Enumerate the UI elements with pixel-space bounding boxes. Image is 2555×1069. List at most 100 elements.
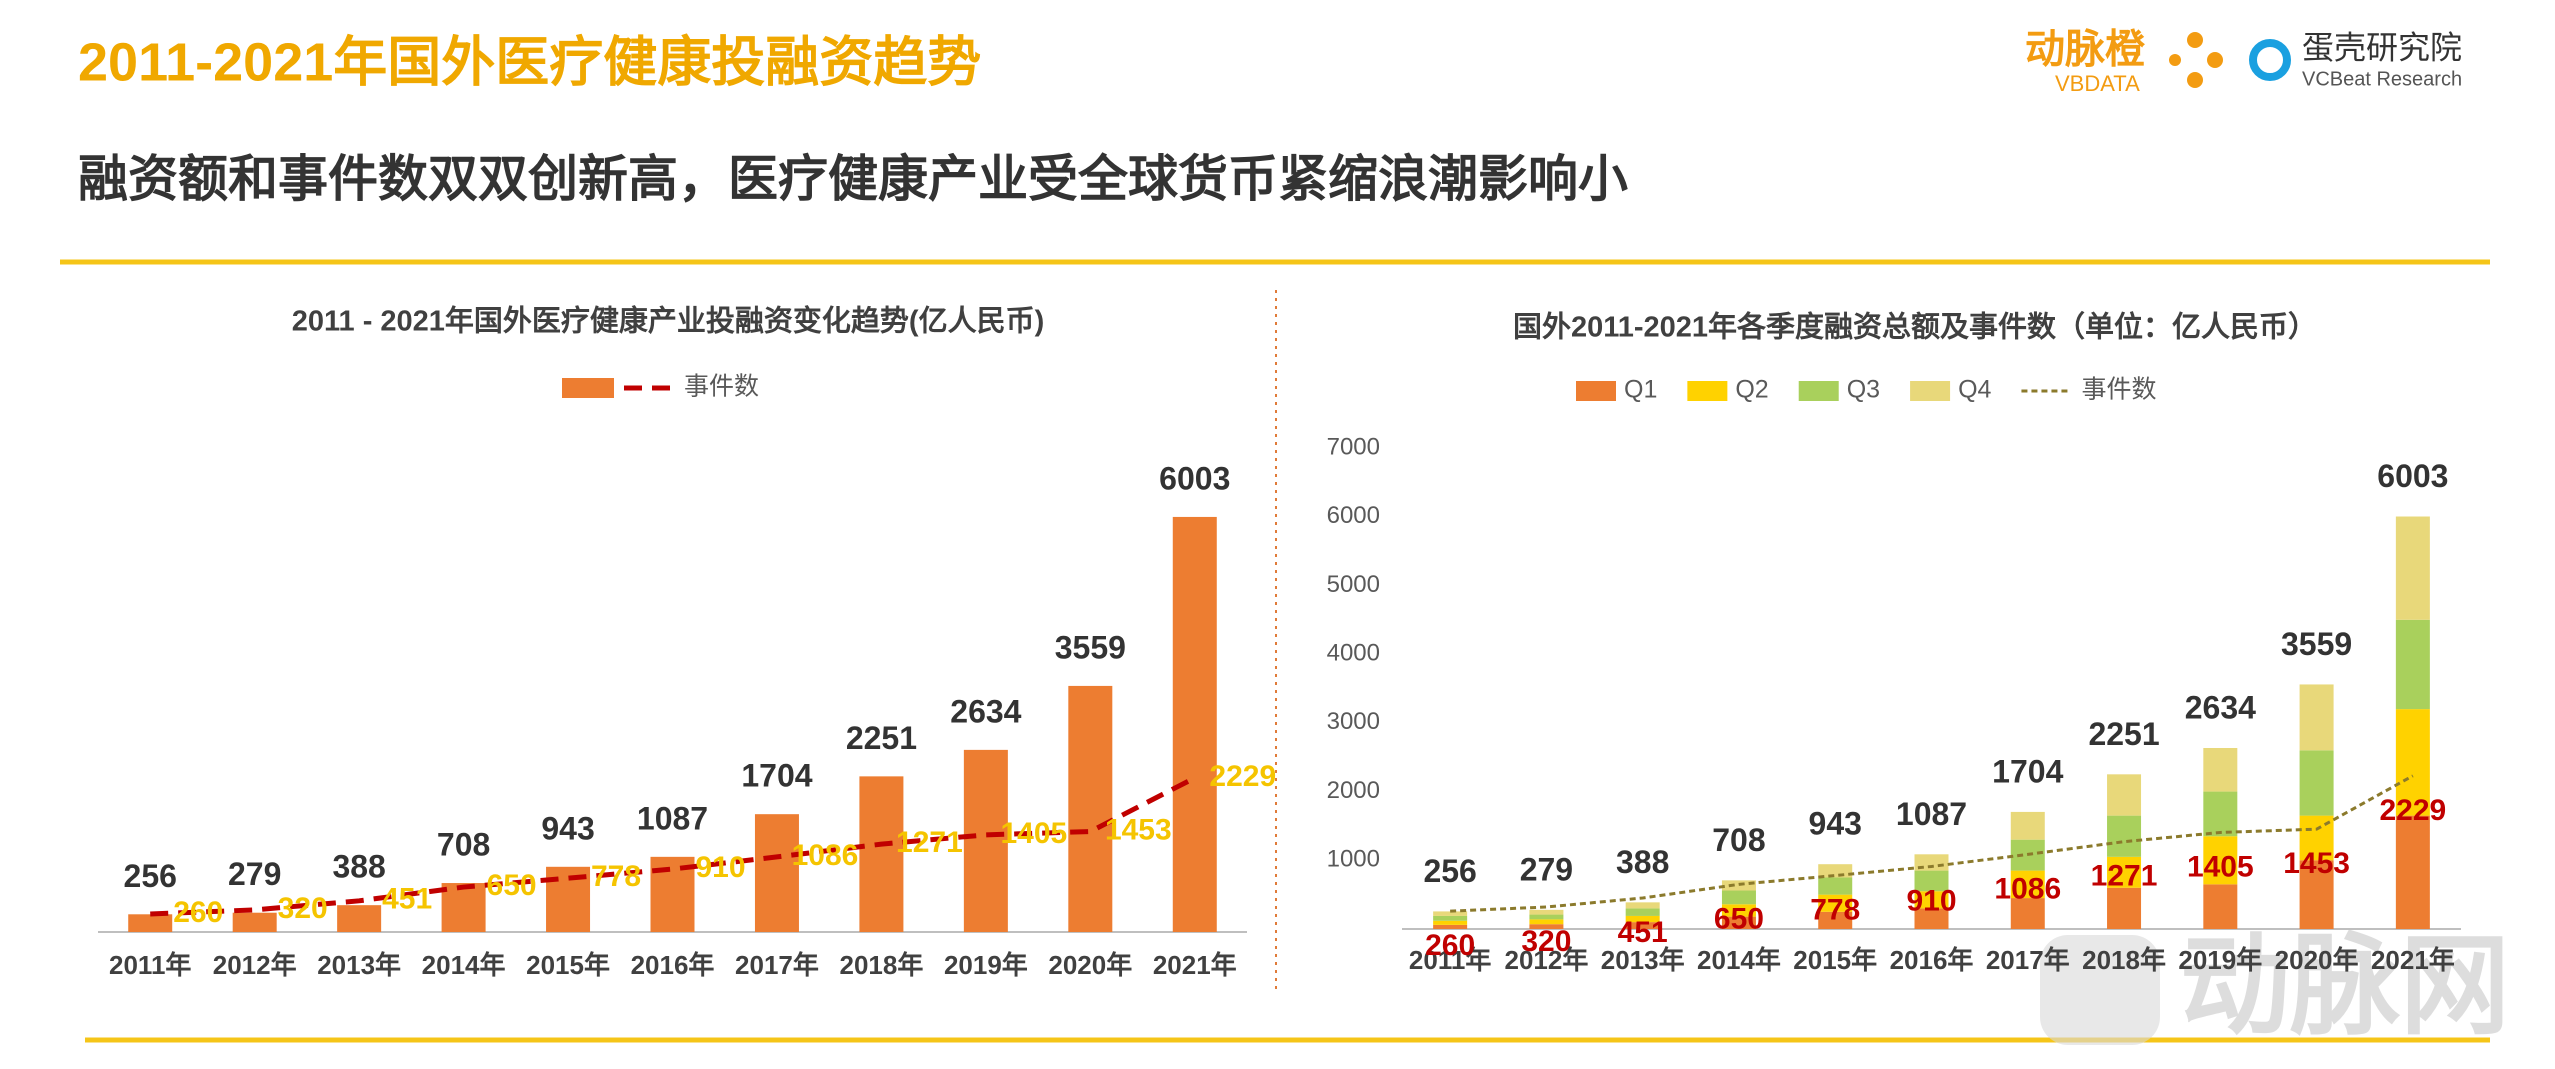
- line-label: 2229: [2379, 794, 2446, 827]
- bar-segment: [2203, 884, 2238, 929]
- bar-segment: [2299, 684, 2334, 751]
- legend-swatch: [1687, 381, 1728, 401]
- watermark: 动脉网: [2180, 925, 2510, 1048]
- bar-label: 1704: [741, 758, 812, 794]
- x-tick-label: 2018年: [839, 950, 923, 980]
- legend-label: Q1: [1624, 376, 1657, 404]
- logo-sub: VCBeat Research: [2302, 68, 2462, 90]
- page-title: 2011-2021年国外医疗健康投融资趋势: [78, 32, 981, 92]
- bar-segment: [1914, 870, 1949, 892]
- y-tick-label: 3000: [1327, 708, 1380, 735]
- x-tick-label: 2019年: [2178, 945, 2262, 975]
- legend-swatch: [1798, 381, 1839, 401]
- line-label: 650: [487, 869, 537, 902]
- bar-segment: [1433, 915, 1468, 921]
- bar: [337, 905, 382, 932]
- x-tick-label: 2019年: [944, 950, 1028, 980]
- bar-segment: [1529, 909, 1564, 915]
- total-label: 708: [1712, 822, 1765, 858]
- bar-segment: [2107, 815, 2142, 857]
- bar-segment: [1914, 891, 1949, 909]
- line-label: 1405: [1000, 817, 1067, 850]
- bar-segment: [1433, 911, 1468, 916]
- bar-label: 2251: [846, 720, 917, 756]
- line-label: 2229: [1209, 760, 1276, 793]
- bar-segment: [1818, 911, 1853, 929]
- bar-segment: [2010, 811, 2045, 840]
- total-label: 388: [1616, 844, 1669, 880]
- total-label: 1087: [1896, 796, 1967, 832]
- legend-label: Q4: [1958, 376, 1991, 404]
- y-tick-label: 5000: [1327, 571, 1380, 598]
- line-label: 320: [278, 892, 328, 925]
- x-tick-label: 2020年: [2275, 945, 2359, 975]
- legend-swatch: [1910, 381, 1951, 401]
- logo-icon: [2249, 39, 2291, 81]
- x-tick-label: 2015年: [526, 950, 610, 980]
- bar-label: 2634: [950, 693, 1021, 729]
- bar-segment: [2395, 619, 2430, 710]
- bar-label: 279: [228, 856, 281, 892]
- bar-label: 256: [124, 858, 177, 894]
- bar-segment: [1721, 890, 1756, 905]
- line-label: 778: [591, 860, 641, 893]
- bar-segment: [1625, 922, 1660, 929]
- line-label: 1086: [1994, 872, 2061, 905]
- legend-label: Q2: [1735, 376, 1768, 404]
- total-label: 256: [1423, 853, 1476, 889]
- bar-segment: [1721, 904, 1756, 917]
- bar-segment: [2010, 898, 2045, 929]
- bar-segment: [2010, 870, 2045, 899]
- event-line: [150, 775, 1196, 917]
- total-label: 3559: [2281, 626, 2352, 662]
- bar-label: 943: [541, 810, 594, 846]
- total-label: 943: [1809, 806, 1862, 842]
- chart-title: 2011 - 2021年国外医疗健康产业投融资变化趋势(亿人民币): [292, 304, 1045, 338]
- bar-label: 388: [332, 849, 385, 885]
- line-label: 910: [1906, 884, 1956, 917]
- y-tick-label: 7000: [1327, 433, 1380, 460]
- bar-segment: [2203, 791, 2238, 837]
- line-label: 260: [173, 896, 223, 929]
- line-label: 1405: [2187, 850, 2254, 883]
- x-tick-label: 2017年: [1986, 945, 2070, 975]
- bar-label: 3559: [1055, 629, 1126, 665]
- line-label: 320: [1521, 925, 1571, 958]
- bar-segment: [2107, 856, 2142, 888]
- logo-icon: [2169, 32, 2223, 88]
- x-tick-label: 2013年: [317, 950, 401, 980]
- line-label: 1086: [792, 839, 859, 872]
- bar: [232, 912, 277, 932]
- y-tick-label: 2000: [1327, 777, 1380, 804]
- bar-label: 708: [437, 827, 490, 863]
- bar-segment: [2395, 516, 2430, 620]
- logo-text: 动脉橙: [2025, 28, 2146, 72]
- legend-swatch: [1576, 381, 1616, 401]
- total-label: 2251: [2088, 716, 2159, 752]
- bar-segment: [1721, 916, 1756, 929]
- x-tick-label: 2012年: [213, 950, 297, 980]
- bar-segment: [1625, 915, 1660, 923]
- line-label: 778: [1810, 893, 1860, 926]
- x-tick-label: 2016年: [1890, 945, 1974, 975]
- y-tick-label: 6000: [1327, 502, 1380, 529]
- x-tick-label: 2012年: [1504, 945, 1588, 975]
- x-tick-label: 2020年: [1048, 950, 1132, 980]
- bar: [128, 914, 173, 932]
- bar-segment: [1818, 877, 1853, 895]
- total-label: 2634: [2185, 689, 2256, 725]
- line-label: 1271: [896, 826, 963, 859]
- bar: [963, 749, 1008, 932]
- legend-label: 事件数: [2081, 376, 2156, 404]
- y-tick-label: 4000: [1327, 639, 1380, 666]
- bar-segment: [2299, 860, 2334, 929]
- bar-segment: [1625, 902, 1660, 909]
- bar-segment: [2107, 887, 2142, 929]
- line-label: 451: [1618, 916, 1668, 949]
- bar-segment: [2203, 836, 2238, 885]
- line-label: 650: [1714, 902, 1764, 935]
- bar-segment: [1529, 914, 1564, 920]
- bar-segment: [2107, 774, 2142, 816]
